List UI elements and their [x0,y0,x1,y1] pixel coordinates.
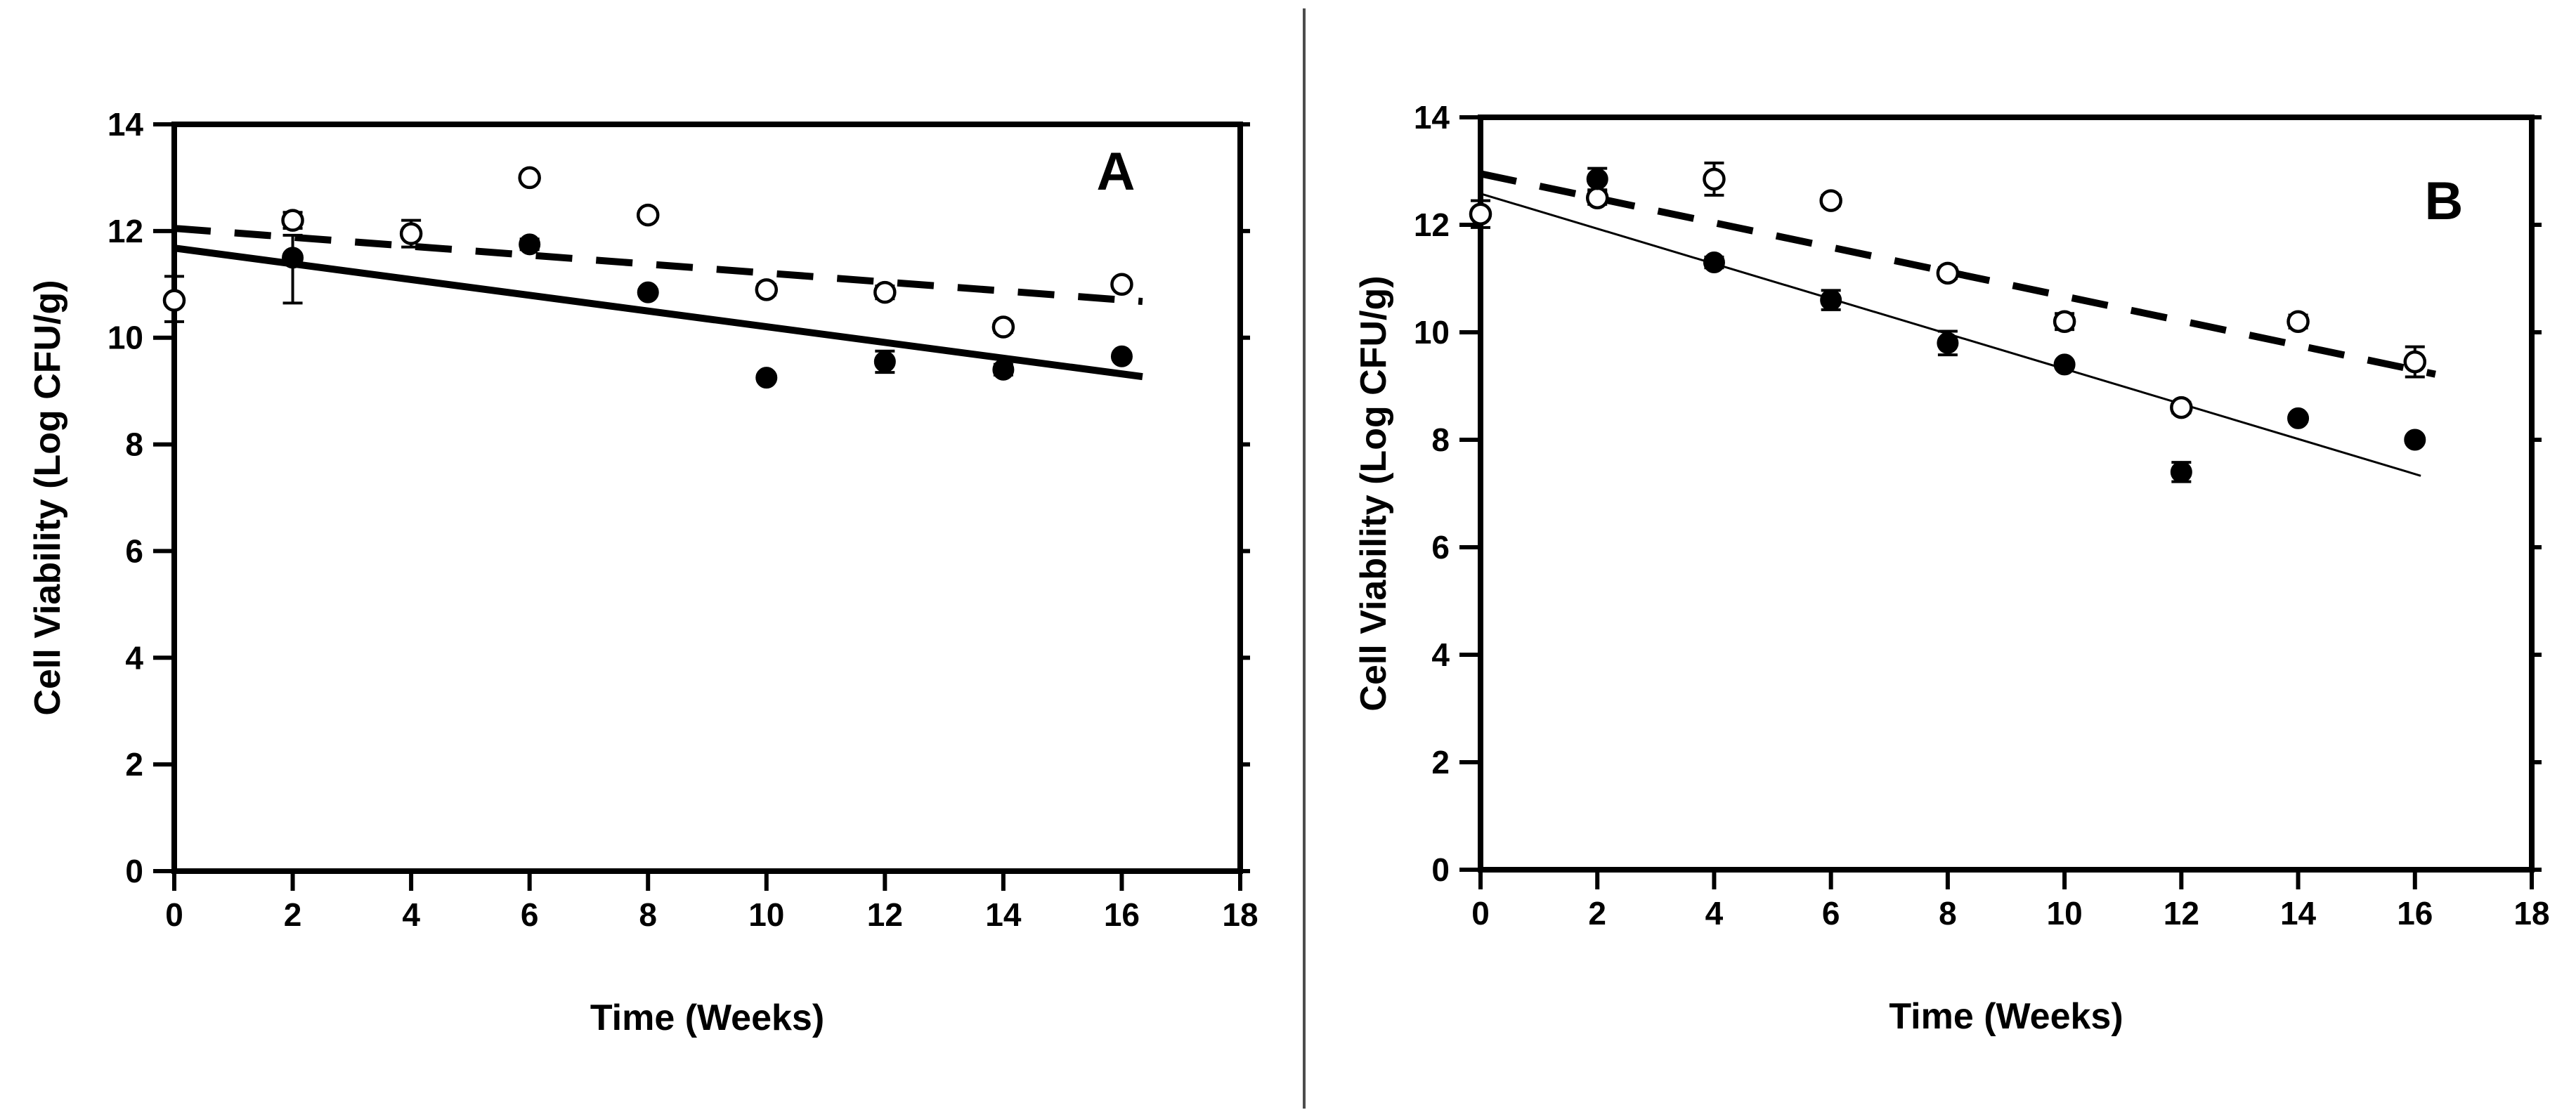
y-tick-label: 8 [1431,422,1450,458]
filled-circle-marker [992,358,1015,381]
y-tick-label: 14 [108,106,144,143]
y-tick-label: 14 [1414,99,1450,136]
x-tick-label: 10 [748,896,784,933]
open-circle-marker [1585,186,1609,209]
filled-circle-marker [1110,345,1133,367]
open-circle-marker [1819,189,1842,212]
x-tick-label: 16 [1104,896,1140,933]
x-tick-label: 0 [165,896,183,933]
x-tick-label: 16 [2397,895,2433,932]
y-tick-label: 8 [125,426,143,463]
panel-letter-A: A [1097,142,1136,202]
y-tick-label: 10 [108,320,143,356]
x-tick-label: 4 [1705,895,1724,932]
x-tick-label: 4 [402,896,420,933]
filled-circle-marker [1937,332,1959,354]
y-tick-label: 12 [108,213,143,249]
y-tick-label: 12 [1414,207,1450,243]
x-tick-label: 12 [2164,895,2199,932]
filled-circle-marker [1586,168,1608,190]
x-tick-label: 6 [1822,895,1840,932]
filled-circle-marker [873,351,896,373]
y-tick-label: 2 [1431,744,1450,780]
y-tick-label: 2 [125,746,143,783]
filled-circle-marker [519,233,541,256]
fit-line-solid [174,244,1143,381]
x-tick-label: 2 [284,896,302,933]
y-tick-label: 0 [1431,851,1450,888]
open-circle-marker [636,203,660,227]
y-tick-label: 6 [125,533,143,569]
plot-frame [171,122,1243,874]
filled-circle-marker [2170,461,2192,483]
x-tick-label: 0 [1471,895,1490,932]
open-circle-marker [1703,167,1726,191]
filled-circle-marker [2404,429,2426,451]
y-tick-label: 10 [1414,314,1450,351]
open-circle-marker [1936,261,1960,285]
fit-line-dashed [174,225,1143,306]
y-axis-title: Cell Viability (Log CFU/g) [27,280,68,715]
panel-letter-B: B [2425,171,2464,231]
filled-circle-marker [637,281,659,303]
plot-frame [1478,115,2535,873]
panel-B: 0 2 4 6 8 10 12 14 16 18 0 2 4 6 8 10 12 14 Time (Weeks) Ce… [1353,99,2550,1037]
open-circle-marker [399,222,423,245]
open-circle-marker [2286,310,2310,333]
x-tick-label: 2 [1588,895,1606,932]
y-tick-label: 4 [1431,636,1450,673]
y-tick-label: 4 [125,639,143,676]
y-axis-title: Cell Viability (Log CFU/g) [1353,275,1394,711]
error-bar [282,233,303,305]
open-circle-marker [1469,202,1492,226]
open-circle-marker [518,166,541,190]
x-tick-label: 6 [521,896,539,933]
open-circle-marker [873,280,897,304]
x-tick-label: 8 [1939,895,1957,932]
filled-circle-marker [282,247,304,269]
y-tick-label: 0 [125,853,143,889]
filled-circle-marker [2287,407,2310,429]
filled-circle-marker [755,367,778,389]
panel-A: 0 2 4 6 8 10 12 14 16 18 0 2 4 6 8 10 12 14 Time (Weeks) Ce… [27,106,1258,1038]
y-tick-label: 6 [1431,529,1450,566]
x-tick-label: 8 [639,896,657,933]
open-circle-marker [162,289,186,312]
open-circle-marker [1110,273,1133,296]
x-tick-label: 10 [2047,895,2083,932]
x-tick-label: 14 [985,896,1022,933]
x-tick-label: 14 [2280,895,2317,932]
x-axis-title: Time (Weeks) [590,998,824,1038]
filled-circle-marker [2053,353,2076,376]
filled-circle-marker [1703,252,1725,274]
open-circle-marker [755,278,779,301]
open-circle-marker [2403,350,2427,374]
filled-circle-marker [1820,289,1842,311]
open-circle-marker [2170,396,2193,419]
x-tick-label: 18 [2513,895,2549,932]
x-tick-label: 18 [1222,896,1258,933]
open-circle-marker [281,209,304,232]
x-tick-label: 12 [867,896,903,933]
open-circle-marker [991,315,1015,339]
x-axis-title: Time (Weeks) [1889,996,2123,1037]
open-circle-marker [2053,310,2076,333]
